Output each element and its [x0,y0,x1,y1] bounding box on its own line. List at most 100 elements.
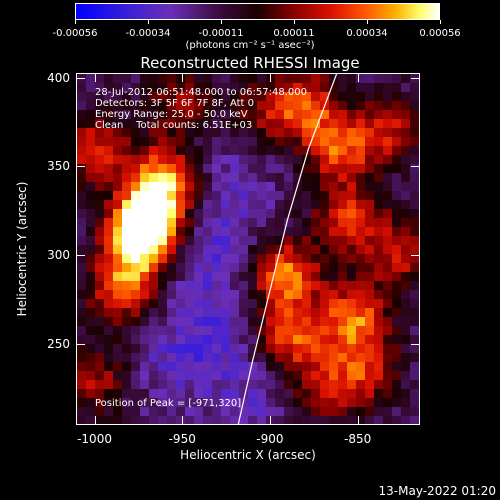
heatmap-cell [275,416,285,424]
heatmap-cell [131,335,141,345]
heatmap-cell [338,335,348,345]
heatmap-cell [410,245,419,255]
heatmap-cell [149,344,159,354]
heatmap-cell [122,200,132,210]
heatmap-cell [113,398,123,408]
heatmap-cell [320,182,330,192]
heatmap-cell [248,263,258,273]
heatmap-cell [257,263,267,273]
heatmap-cell [203,371,213,381]
heatmap-cell [311,263,321,273]
heatmap-cell [122,101,132,111]
heatmap-cell [266,254,276,264]
heatmap-cell [95,146,105,156]
heatmap-cell [131,227,141,237]
heatmap-cell [356,380,366,390]
heatmap-cell [230,398,240,408]
heatmap-cell [266,218,276,228]
heatmap-cell [230,299,240,309]
heatmap-cell [221,389,231,399]
heatmap-cell [275,83,285,93]
heatmap-cell [311,83,321,93]
heatmap-cell [338,299,348,309]
heatmap-cell [311,119,321,129]
heatmap-cell [122,74,132,84]
heatmap-cell [95,389,105,399]
heatmap-cell [158,398,168,408]
heatmap-cell [122,317,132,327]
heatmap-cell [95,317,105,327]
heatmap-cell [185,83,195,93]
info-method-counts: Clean Total counts: 6.51E+03 [95,120,253,131]
heatmap-cell [176,380,186,390]
y-tick-label: 400 [47,70,70,85]
heatmap-cell [203,254,213,264]
heatmap-cell [77,200,87,210]
heatmap-cell [140,164,150,174]
heatmap-cell [410,389,419,399]
heatmap-cell [302,191,312,201]
heatmap-cell [257,380,267,390]
heatmap-cell [392,182,402,192]
heatmap-cell [293,218,303,228]
heatmap-cell [329,146,339,156]
heatmap-cell [77,389,87,399]
heatmap-cell [293,263,303,273]
heatmap-cell [239,164,249,174]
heatmap-cell [104,182,114,192]
heatmap-cell [77,191,87,201]
heatmap-cell [248,344,258,354]
heatmap-cell [131,290,141,300]
heatmap-cell [212,281,222,291]
heatmap-cell [230,110,240,120]
solar-limb-overlay [237,74,338,424]
heatmap-cell [284,344,294,354]
heatmap-cell [230,362,240,372]
heatmap-cell [365,272,375,282]
y-tick-mark [411,255,419,257]
heatmap-cell [140,245,150,255]
heatmap-cell [293,119,303,129]
heatmap-cell [230,281,240,291]
heatmap-cell [122,272,132,282]
heatmap-cell [86,263,96,273]
heatmap-cell [401,263,411,273]
heatmap-cell [374,146,384,156]
heatmap-cell [167,137,177,147]
heatmap-cell [167,416,177,424]
heatmap-cell [365,263,375,273]
heatmap-cell [320,191,330,201]
heatmap-cell [176,362,186,372]
heatmap-cell [392,371,402,381]
heatmap-cell [230,164,240,174]
heatmap-cell [221,236,231,246]
heatmap-cell [185,155,195,165]
heatmap-cell [266,200,276,210]
heatmap-cell [383,173,393,183]
heatmap-cell [221,218,231,228]
heatmap-cell [248,101,258,111]
heatmap-cell [374,398,384,408]
heatmap-cell [374,335,384,345]
heatmap-cell [194,200,204,210]
heatmap-cell [311,380,321,390]
heatmap-cell [365,353,375,363]
heatmap-cell [77,137,87,147]
heatmap-cell [284,263,294,273]
heatmap-cell [113,362,123,372]
heatmap-cell [275,200,285,210]
heatmap-cell [356,74,366,84]
heatmap-cell [365,137,375,147]
heatmap-cell [149,227,159,237]
heatmap-cell [329,344,339,354]
colorbar-tick-label: 0.00011 [273,28,315,39]
heatmap-cell [266,119,276,129]
heatmap-cell [194,128,204,138]
heatmap-cell [401,182,411,192]
heatmap-cell [149,119,159,129]
heatmap-cell [275,218,285,228]
heatmap-cell [230,83,240,93]
heatmap-cell [77,308,87,318]
heatmap-cell [122,398,132,408]
heatmap-cell [131,137,141,147]
